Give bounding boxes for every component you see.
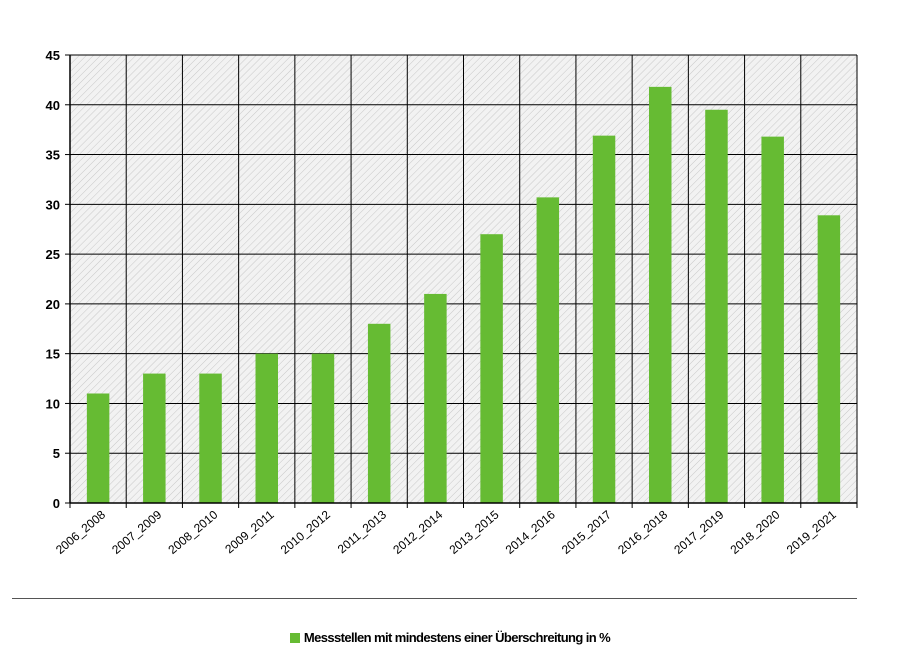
x-tick-label: 2009_2011	[222, 507, 277, 556]
x-tick-label: 2007_2009	[109, 507, 164, 557]
axes	[65, 54, 858, 508]
x-tick-label: 2017_2019	[671, 507, 726, 557]
x-tick-label: 2019_2021	[784, 507, 839, 557]
x-tick-label: 2010_2012	[278, 507, 333, 557]
x-tick-label: 2018_2020	[728, 507, 783, 557]
x-tick-label: 2011_2013	[335, 507, 390, 556]
bar	[592, 135, 616, 503]
bar	[761, 136, 784, 503]
bar	[255, 353, 278, 503]
bar	[199, 373, 222, 503]
y-tick-label: 0	[53, 496, 60, 511]
legend-separator	[12, 598, 857, 599]
x-tick-label: 2012_2014	[390, 507, 445, 557]
bar	[817, 215, 841, 504]
y-tick-label: 40	[46, 98, 60, 113]
legend: Messstellen mit mindestens einer Übersch…	[0, 630, 900, 645]
bar	[86, 393, 110, 503]
x-tick-label: 2016_2018	[615, 507, 670, 557]
y-tick-label: 20	[46, 297, 60, 312]
x-tick-label: 2008_2010	[165, 507, 220, 557]
y-tick-label: 45	[46, 48, 60, 63]
y-tick-label: 15	[46, 347, 60, 362]
legend-label: Messstellen mit mindestens einer Übersch…	[303, 630, 611, 645]
y-tick-label: 35	[46, 148, 60, 163]
legend-swatch	[289, 632, 300, 643]
x-axis-ticks: 2006_2008 2007_2009 2008_2010 2009_2011 2010…	[53, 507, 839, 557]
bar	[143, 373, 166, 503]
y-tick-label: 5	[53, 446, 60, 461]
bar	[649, 86, 672, 503]
bar	[367, 323, 391, 503]
bar	[311, 353, 335, 503]
bar	[480, 234, 503, 503]
bar	[705, 109, 728, 503]
x-tick-label: 2015_2017	[559, 507, 614, 557]
bars	[86, 86, 841, 504]
y-tick-label: 25	[46, 247, 60, 262]
x-tick-label: 2014_2016	[503, 507, 558, 557]
x-tick-label: 2006_2008	[53, 507, 108, 557]
bar	[536, 197, 560, 503]
bar	[424, 293, 447, 503]
y-tick-label: 10	[46, 396, 60, 411]
x-tick-label: 2013_2015	[447, 507, 502, 557]
y-tick-label: 30	[46, 197, 60, 212]
y-axis-ticks: 0 5 10 15 20 25 30 35 40 45	[46, 48, 60, 511]
